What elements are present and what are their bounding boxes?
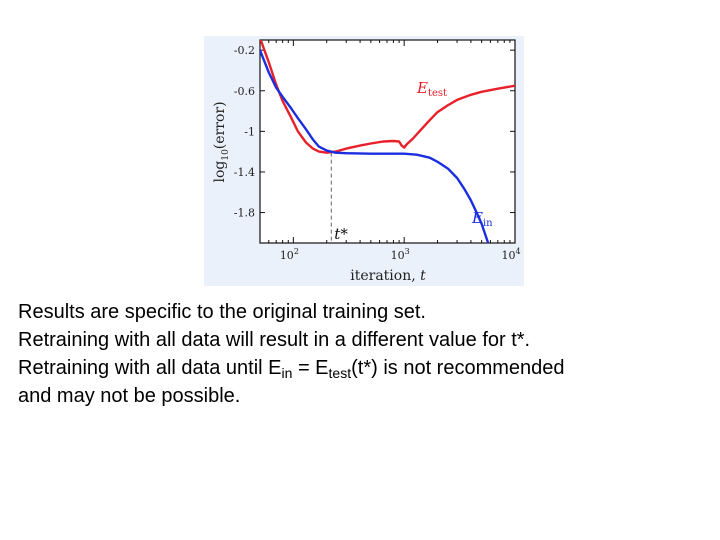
caption-subscript-in: in bbox=[281, 365, 293, 381]
caption-line-3: Retraining with all data until Ein = Ete… bbox=[18, 354, 708, 382]
x-axis-label: iteration, t bbox=[350, 268, 426, 284]
caption-subscript-test: test bbox=[328, 365, 352, 381]
y-axis-label-log: log bbox=[212, 161, 228, 183]
x-tick-exp: 2 bbox=[294, 247, 299, 256]
x-tick-base: 10 bbox=[280, 249, 294, 262]
y-tick-label: -1.4 bbox=[234, 166, 255, 179]
series-label-sub: test bbox=[428, 88, 447, 99]
caption-line-3-part-b: = E bbox=[292, 357, 329, 379]
caption-line-3-part-c: (t*) is not recommended bbox=[351, 357, 565, 379]
series-label-main: E bbox=[471, 209, 483, 227]
t-star-label: t* bbox=[334, 225, 348, 243]
x-tick-base: 10 bbox=[391, 249, 405, 262]
y-axis-label-base: 10 bbox=[221, 149, 231, 161]
series-label-sub: in bbox=[483, 218, 493, 229]
y-tick-label: -1.8 bbox=[234, 207, 255, 220]
series-label-test: Etest bbox=[416, 79, 447, 99]
y-tick-label: -0.6 bbox=[234, 85, 255, 98]
caption-text: Results are specific to the original tra… bbox=[18, 298, 708, 410]
y-tick-label: -1 bbox=[244, 125, 255, 138]
y-axis-label: log10(error) bbox=[212, 101, 231, 182]
x-tick-base: 10 bbox=[501, 249, 515, 262]
caption-line-3-part-a: Retraining with all data until E bbox=[18, 357, 282, 379]
x-tick-label: 104 bbox=[501, 247, 520, 262]
x-tick-label: 102 bbox=[280, 247, 299, 262]
y-axis-label-arg: (error) bbox=[212, 101, 228, 149]
caption-line-1: Results are specific to the original tra… bbox=[18, 301, 426, 323]
x-axis-label-text: iteration, bbox=[350, 268, 420, 284]
y-tick-label: -0.2 bbox=[234, 44, 255, 57]
caption-line-2: Retraining with all data will result in … bbox=[18, 329, 531, 351]
x-tick-exp: 3 bbox=[405, 247, 410, 256]
series-label-in: Ein bbox=[471, 209, 493, 229]
x-axis-label-var: t bbox=[420, 268, 426, 284]
error-chart: -0.2-0.6-1-1.4-1.8 102 103 104 t* EtestEin… bbox=[212, 39, 521, 284]
x-tick-label: 103 bbox=[391, 247, 410, 262]
x-tick-exp: 4 bbox=[515, 247, 520, 256]
caption-line-4: and may not be possible. bbox=[18, 385, 241, 407]
series-label-main: E bbox=[416, 79, 428, 97]
series-line-in bbox=[260, 49, 490, 243]
series-line-test bbox=[260, 40, 515, 154]
chart-panel: -0.2 -0.6 -1 -1.4 -1.8 102 103 104 t* Etest Ein… bbox=[204, 36, 524, 286]
